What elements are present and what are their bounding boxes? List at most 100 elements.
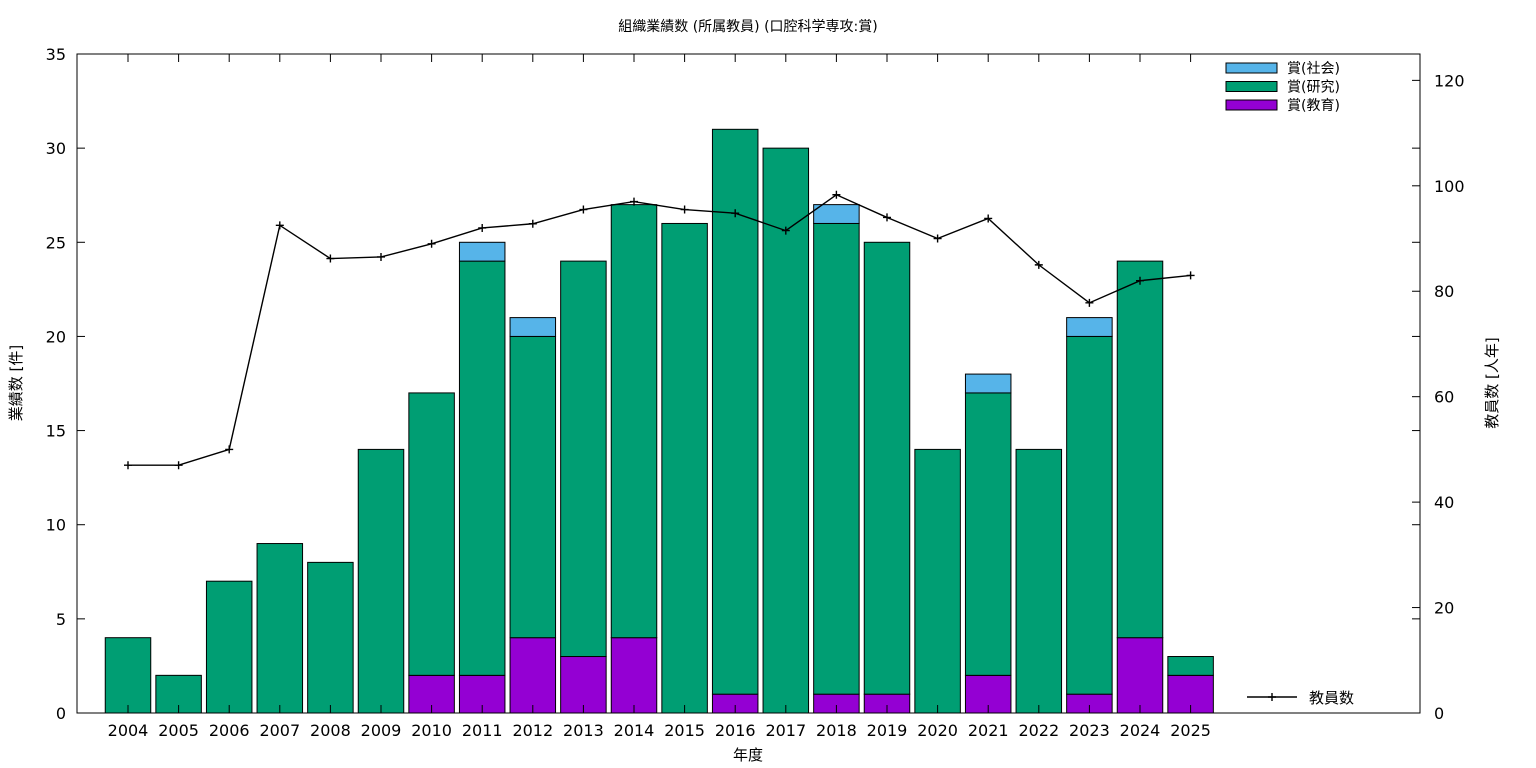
bar-segment xyxy=(914,448,961,714)
line-point xyxy=(984,214,993,223)
bar-segment xyxy=(458,260,506,676)
line-point xyxy=(731,209,740,218)
chart-title: 組織業績数 (所属教員) (口腔科学専攻:賞) xyxy=(618,19,877,35)
x-tick-label: 2012 xyxy=(512,721,553,740)
x-tick-label: 2018 xyxy=(816,721,857,740)
y2-tick-label: 40 xyxy=(1434,493,1454,512)
legend-swatch xyxy=(1225,81,1278,92)
x-tick-label: 2007 xyxy=(259,721,300,740)
x-tick-label: 2011 xyxy=(462,721,503,740)
x-tick-label: 2017 xyxy=(765,721,806,740)
bars-layer xyxy=(104,128,1214,714)
y2-tick-label: 20 xyxy=(1434,599,1454,618)
line-point xyxy=(326,254,335,263)
bar-segment xyxy=(509,637,557,714)
y-tick-label: 30 xyxy=(46,139,66,158)
bar-segment xyxy=(205,580,253,714)
y-tick-label: 10 xyxy=(46,516,66,535)
line-point xyxy=(630,197,638,206)
x-tick-label: 2005 xyxy=(158,721,199,740)
bar-segment xyxy=(661,222,708,714)
bar-segment xyxy=(458,241,506,262)
legend-label: 賞(教育) xyxy=(1287,98,1340,114)
bar-segment xyxy=(863,241,911,695)
y-tick-label: 5 xyxy=(56,610,66,629)
y2-axis-label: 教員数 [人年] xyxy=(1483,337,1501,428)
x-tick-label: 2019 xyxy=(867,721,908,740)
bar-segment xyxy=(1116,637,1164,714)
y2-tick-label: 80 xyxy=(1434,282,1454,301)
legend-label: 賞(社会) xyxy=(1287,61,1340,77)
bar-segment xyxy=(964,392,1012,676)
x-tick-label: 2015 xyxy=(664,721,705,740)
line-point xyxy=(478,223,487,232)
x-tick-label: 2024 xyxy=(1120,721,1161,740)
bar-segment xyxy=(813,222,860,695)
line-layer xyxy=(124,190,1195,470)
line-legend-label: 教員数 xyxy=(1309,689,1354,707)
y-axis: 0 5 10 15 20 25 30 35 xyxy=(46,45,1420,723)
line-point xyxy=(427,239,436,248)
bar-segment xyxy=(357,448,405,714)
x-tick-label: 2006 xyxy=(209,721,250,740)
bar-segment xyxy=(1116,260,1164,639)
line-point xyxy=(781,226,790,235)
plot-frame xyxy=(76,53,1421,714)
x-tick-label: 2021 xyxy=(968,721,1009,740)
line-point xyxy=(883,213,891,222)
bar-segment xyxy=(813,204,860,224)
bar-segment xyxy=(964,373,1012,394)
line-point xyxy=(680,205,689,214)
y-tick-label: 0 xyxy=(56,704,66,723)
x-tick-label: 2023 xyxy=(1069,721,1110,740)
y-tick-label: 20 xyxy=(46,327,66,346)
y2-tick-label: 100 xyxy=(1434,177,1465,196)
line-series-path xyxy=(128,193,1191,466)
legend: 賞(社会) 賞(研究) 賞(教育) xyxy=(1225,61,1340,114)
y2-tick-label: 60 xyxy=(1434,388,1454,407)
x-tick-label: 2020 xyxy=(917,721,958,740)
x-tick-label: 2022 xyxy=(1018,721,1059,740)
line-point xyxy=(579,205,588,214)
line-point xyxy=(1034,260,1043,269)
line-point xyxy=(832,190,841,199)
x-axis: 2004 2005 2006 2007 2008 2009 2010 2011 2012 2013… xyxy=(108,54,1211,740)
line-point xyxy=(124,461,132,470)
line-point xyxy=(1085,298,1094,307)
bar-segment xyxy=(610,637,658,714)
legend-swatch xyxy=(1225,62,1278,74)
y2-axis: 0 20 40 60 80 100 120 xyxy=(1412,71,1465,723)
line-point xyxy=(1186,271,1195,280)
line-legend-marker xyxy=(1268,693,1276,701)
line-point xyxy=(275,221,284,230)
bar-segment xyxy=(104,637,152,714)
bar-segment xyxy=(1066,317,1113,337)
y-axis-label: 業績数 [件] xyxy=(7,345,25,421)
x-tick-label: 2010 xyxy=(411,721,452,740)
x-tick-label: 2013 xyxy=(563,721,604,740)
bar-segment xyxy=(560,260,607,658)
y-tick-label: 35 xyxy=(46,45,66,64)
bar-segment xyxy=(1167,656,1214,676)
x-tick-label: 2009 xyxy=(361,721,402,740)
line-legend: 教員数 xyxy=(1247,689,1354,707)
x-tick-label: 2004 xyxy=(108,721,149,740)
bar-segment xyxy=(408,392,455,676)
y2-tick-label: 0 xyxy=(1434,704,1444,723)
x-tick-label: 2016 xyxy=(715,721,756,740)
line-point xyxy=(377,252,385,261)
bar-segment xyxy=(1066,335,1113,695)
y2-tick-label: 120 xyxy=(1434,71,1465,90)
legend-swatch xyxy=(1225,99,1278,111)
bar-segment xyxy=(256,543,304,714)
y-tick-label: 25 xyxy=(46,233,66,252)
x-tick-label: 2014 xyxy=(614,721,655,740)
bar-segment xyxy=(509,317,557,337)
bar-segment xyxy=(509,335,557,639)
line-point xyxy=(174,461,183,470)
y-tick-label: 15 xyxy=(46,422,66,441)
x-tick-label: 2025 xyxy=(1170,721,1211,740)
bar-segment xyxy=(307,561,354,714)
x-tick-label: 2008 xyxy=(310,721,351,740)
